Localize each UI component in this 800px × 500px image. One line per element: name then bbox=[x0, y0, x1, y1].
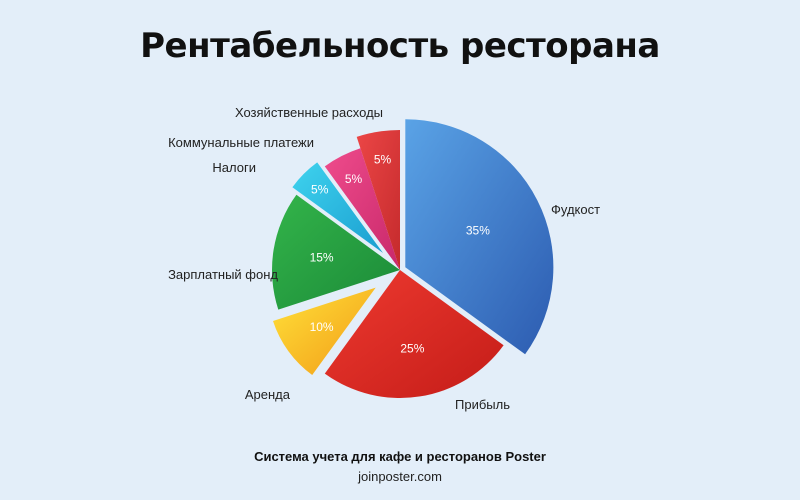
slice-category-label: Хозяйственные расходы bbox=[235, 105, 383, 120]
slice-category-label: Прибыль bbox=[455, 397, 510, 412]
slice-category-label: Аренда bbox=[245, 387, 291, 402]
pie-slice bbox=[324, 270, 504, 399]
slice-category-label: Зарплатный фонд bbox=[168, 267, 278, 282]
slice-percent-label: 15% bbox=[310, 251, 334, 265]
slice-category-label: Коммунальные платежи bbox=[168, 135, 314, 150]
slice-percent-label: 10% bbox=[310, 320, 334, 334]
slice-category-label: Налоги bbox=[212, 160, 256, 175]
pie-slice bbox=[292, 162, 383, 253]
slice-percent-label: 35% bbox=[466, 223, 490, 237]
pie-slice bbox=[272, 194, 400, 310]
slice-percent-label: 5% bbox=[374, 152, 392, 166]
pie-slice bbox=[405, 119, 554, 355]
pie-slice bbox=[324, 148, 400, 270]
footer-url[interactable]: joinposter.com bbox=[358, 469, 442, 484]
slice-percent-label: 25% bbox=[400, 341, 424, 355]
pie-slice bbox=[273, 287, 376, 375]
chart-title: Рентабельность ресторана bbox=[140, 26, 660, 66]
slice-category-label: Фудкост bbox=[551, 202, 600, 217]
pie-slice bbox=[356, 130, 400, 270]
slice-percent-label: 5% bbox=[311, 183, 329, 197]
footer-tagline: Система учета для кафе и ресторанов Post… bbox=[254, 449, 546, 464]
slice-percent-label: 5% bbox=[345, 172, 363, 186]
